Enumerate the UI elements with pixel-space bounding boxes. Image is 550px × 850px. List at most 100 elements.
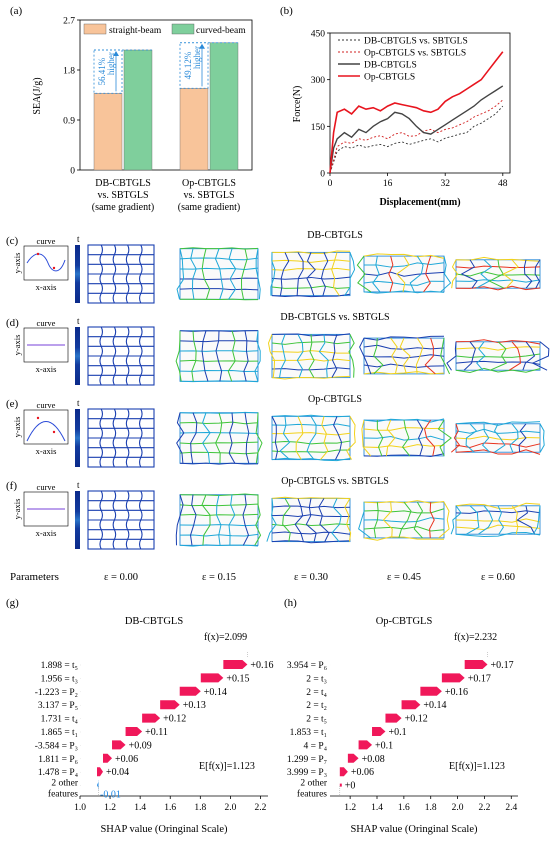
lattice-strut bbox=[440, 255, 452, 293]
lattice-specimen-2 bbox=[266, 496, 352, 544]
lattice-strut bbox=[215, 330, 223, 382]
panel-label-f: (f) bbox=[6, 480, 17, 492]
lattice-strut bbox=[413, 501, 424, 539]
lattice-beam bbox=[363, 427, 445, 431]
shap-fx: f(x)=2.232 bbox=[454, 632, 497, 643]
lattice-strut bbox=[271, 416, 279, 460]
shap-xtick-label: 2.2 bbox=[478, 803, 490, 813]
shap-feature-label: 1.853 = t₁ bbox=[290, 728, 327, 738]
panel-label-a: (a) bbox=[10, 5, 23, 17]
panel-label-e: (e) bbox=[6, 398, 19, 410]
shap-bar-positive bbox=[372, 727, 386, 736]
shap-value-label: +0.17 bbox=[491, 660, 514, 671]
lattice-beam bbox=[455, 428, 541, 434]
shap-value-label: +0.16 bbox=[250, 660, 273, 671]
lattice-specimen-0 bbox=[87, 326, 155, 386]
inset-xaxis-label: x-axis bbox=[36, 528, 57, 538]
increase-percent: 56.41% bbox=[97, 57, 107, 85]
increase-percent: 49.12% bbox=[183, 51, 193, 79]
shap-feature-label: 2 other bbox=[51, 779, 78, 789]
lattice-beam bbox=[271, 432, 351, 436]
inset-xaxis-label: x-axis bbox=[36, 282, 57, 292]
lattice-strut bbox=[279, 252, 290, 296]
lattice-strut bbox=[490, 341, 508, 371]
lattice-beam bbox=[179, 380, 259, 383]
lattice-strut bbox=[139, 244, 143, 304]
shap-value-label: +0.08 bbox=[362, 754, 385, 765]
inset-frame bbox=[23, 245, 69, 281]
lattice-strut bbox=[318, 334, 329, 378]
thickness-gradient-bar bbox=[75, 245, 80, 303]
chart-b-ytick-label: 300 bbox=[311, 76, 326, 86]
thickness-gradient-bar bbox=[75, 491, 80, 549]
chart-a-ylabel: SEA(J/g) bbox=[32, 77, 43, 114]
legend-label-1: Op-CBTGLS vs. SBTGLS bbox=[364, 49, 466, 59]
legend-swatch-curved-beam bbox=[171, 23, 195, 35]
lattice-specimen-2 bbox=[271, 414, 356, 462]
t-label: t bbox=[77, 480, 80, 490]
category-label: vs. SBTGLS bbox=[97, 190, 148, 201]
lattice-beam bbox=[271, 341, 351, 345]
shap-xtick-label: 1.0 bbox=[74, 803, 86, 813]
lattice-outline bbox=[363, 255, 445, 293]
lattice-beam bbox=[363, 435, 445, 441]
lattice-strut bbox=[463, 341, 476, 371]
lattice-beam bbox=[179, 441, 259, 445]
series-line-3 bbox=[329, 51, 504, 174]
lattice-specimen-0 bbox=[87, 490, 155, 550]
chart-b-frame bbox=[329, 32, 511, 174]
shap-xtick-label: 1.8 bbox=[425, 803, 437, 813]
chart-b-xtick-label: 48 bbox=[498, 179, 508, 189]
lattice-beam bbox=[455, 421, 541, 426]
lattice-strut bbox=[331, 498, 342, 542]
shap-bar-positive bbox=[385, 713, 402, 723]
shap-bar-positive bbox=[142, 713, 161, 723]
lattice-strut bbox=[511, 505, 519, 535]
lattice-specimen-4 bbox=[446, 339, 550, 373]
shap-value-label: +0.04 bbox=[106, 767, 129, 778]
lattice-beam bbox=[179, 503, 259, 507]
lattice-strut bbox=[306, 416, 317, 460]
panel-label-d: (d) bbox=[6, 317, 19, 329]
strain-labels: ε = 0.00 ε = 0.15 ε = 0.30 ε = 0.45 ε = 0.60 bbox=[104, 572, 515, 583]
lattice-strut bbox=[318, 498, 330, 542]
shap-bar-positive bbox=[420, 686, 442, 696]
shap-xtick-label: 1.6 bbox=[398, 803, 410, 813]
lattice-strut bbox=[279, 416, 291, 460]
strain-label-0: ε = 0.00 bbox=[104, 572, 138, 583]
lattice-strut bbox=[450, 505, 462, 535]
lattice-strut bbox=[531, 341, 550, 371]
lattice-strut bbox=[202, 412, 211, 464]
lattice-strut bbox=[112, 244, 117, 304]
shap-xtick-label: 1.2 bbox=[104, 803, 116, 813]
lattice-strut bbox=[358, 502, 371, 539]
lattice-specimen-4 bbox=[450, 502, 541, 538]
chart-b-series bbox=[329, 51, 504, 174]
lattice-beam bbox=[455, 502, 541, 509]
shap-bar-positive bbox=[103, 753, 113, 763]
strain-label-2: ε = 0.30 bbox=[294, 572, 328, 583]
lattice-strut bbox=[440, 337, 451, 375]
strain-label-4: ε = 0.60 bbox=[481, 572, 515, 583]
inset-curve-label: curve bbox=[37, 482, 56, 492]
lattice-strut bbox=[139, 490, 143, 550]
lattice-strut bbox=[228, 494, 236, 546]
lattice-strut bbox=[216, 494, 222, 546]
shap-feature-label: 1.956 = t₃ bbox=[41, 674, 78, 684]
inset-curve-label: curve bbox=[37, 318, 56, 328]
lattice-strut bbox=[502, 259, 519, 289]
lattice-beam bbox=[179, 350, 259, 352]
lattice-strut bbox=[415, 337, 424, 374]
thickness-gradient-bar bbox=[75, 327, 80, 385]
lattice-strut bbox=[424, 419, 436, 457]
lattice-strut bbox=[390, 337, 398, 375]
shap-bar-positive bbox=[358, 740, 373, 750]
shap-bar-positive bbox=[441, 673, 465, 683]
lattice-strut bbox=[227, 330, 236, 382]
lattice-strut bbox=[190, 248, 197, 300]
t-label: t bbox=[77, 398, 80, 408]
lattice-beam bbox=[179, 288, 259, 291]
shap-value-label: +0.1 bbox=[375, 740, 393, 751]
shap-feature-label: 3.137 = P₅ bbox=[38, 701, 78, 711]
